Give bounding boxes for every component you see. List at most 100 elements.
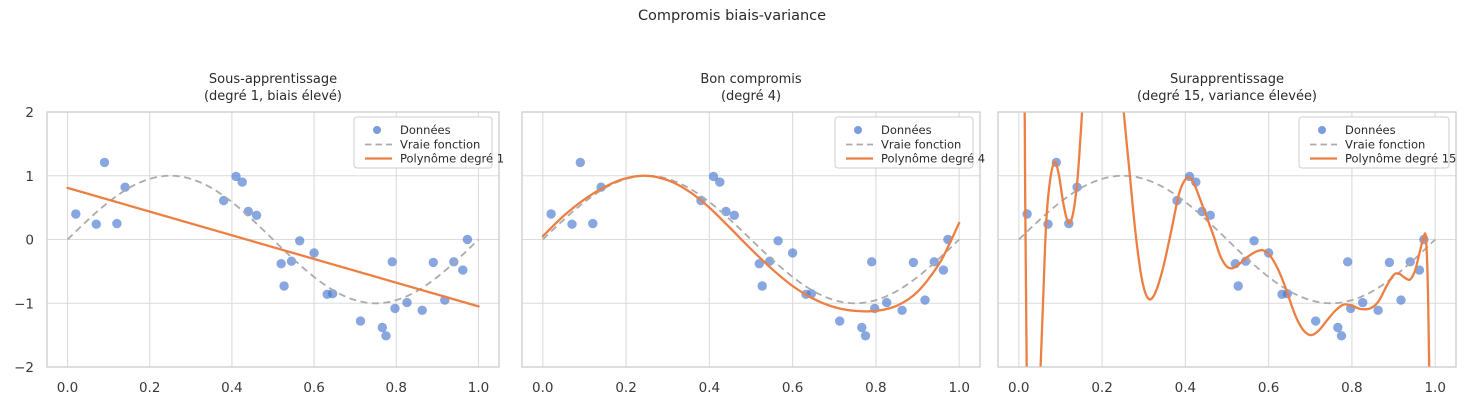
data-point <box>1343 257 1353 267</box>
data-point <box>377 322 387 333</box>
data-point <box>1311 316 1321 326</box>
x-tick-label: 0.2 <box>615 380 636 396</box>
true-function-curve <box>66 174 480 305</box>
data-point <box>112 218 122 229</box>
data-point <box>1336 331 1347 341</box>
subplot-title-line1: Bon compromis <box>700 72 802 87</box>
data-point <box>71 209 81 219</box>
legend-box <box>834 116 974 169</box>
data-point <box>1333 322 1343 333</box>
axes-spines <box>521 111 981 368</box>
x-tick-label: 1.0 <box>1424 380 1445 396</box>
data-point <box>920 295 930 305</box>
data-point <box>708 171 719 182</box>
data-point <box>91 219 102 229</box>
data-point <box>428 257 438 268</box>
data-point <box>458 265 468 275</box>
y-tick-label: 1 <box>25 169 34 185</box>
data-point <box>1249 236 1259 246</box>
legend-label: Vraie fonction <box>881 138 961 152</box>
data-point <box>295 236 305 246</box>
legend-marker-data <box>373 126 381 134</box>
data-point <box>1022 209 1032 219</box>
legend-marker-data <box>854 126 862 134</box>
legend-label: Données <box>400 123 451 137</box>
x-tick-label: 0.6 <box>303 380 324 396</box>
x-tick-label: 0.2 <box>1091 380 1112 396</box>
data-point <box>1233 281 1243 291</box>
x-tick-label: 0.6 <box>782 380 803 396</box>
x-tick-label: 1.0 <box>948 380 969 396</box>
x-tick-label: 0.6 <box>1258 380 1279 396</box>
data-point <box>857 322 867 333</box>
x-tick-label: 0.4 <box>221 380 242 396</box>
legend-label: Polynôme degré 1 <box>400 152 504 166</box>
legend-label: Vraie fonction <box>400 138 480 152</box>
data-point <box>251 210 262 220</box>
data-point <box>882 297 892 308</box>
data-point <box>355 316 366 326</box>
data-point <box>835 316 845 326</box>
data-point <box>276 259 286 269</box>
data-point <box>721 206 731 217</box>
data-point <box>860 331 871 341</box>
data-point <box>381 331 391 341</box>
data-point <box>390 303 400 314</box>
y-tick-label: −2 <box>14 360 34 376</box>
data-point <box>120 182 130 192</box>
y-tick-label: −1 <box>14 296 34 312</box>
data-point <box>402 297 412 308</box>
x-tick-label: 0.8 <box>1341 380 1362 396</box>
legend-label: Polynôme degré 4 <box>881 152 985 166</box>
polynomial-fit-curve <box>66 186 480 308</box>
data-point <box>546 209 556 219</box>
x-tick-label: 0.0 <box>532 380 553 396</box>
data-point <box>588 218 598 229</box>
data-point <box>773 236 783 246</box>
subplot-title-underfitting: Sous-apprentissage (degré 1, biais élevé… <box>103 71 443 105</box>
data-point <box>567 219 577 229</box>
subplot-title-good-fit: Bon compromis (degré 4) <box>581 71 921 105</box>
data-point <box>754 259 764 269</box>
data-point <box>309 248 319 258</box>
legend-label: Vraie fonction <box>1345 138 1425 152</box>
data-point <box>387 257 397 267</box>
data-point <box>1384 257 1395 268</box>
subplot-title-line2: (degré 1, biais élevé) <box>203 89 343 104</box>
scatter-points <box>71 157 473 341</box>
polynomial-fit-curve <box>1023 112 1431 367</box>
data-point <box>715 177 725 187</box>
data-point <box>908 257 919 268</box>
data-point <box>1043 219 1053 229</box>
subplot-title-overfitting: Surapprentissage (degré 15, variance éle… <box>1057 71 1397 105</box>
subplot-title-line2: (degré 4) <box>720 89 782 104</box>
data-point <box>787 248 798 258</box>
x-tick-label: 0.8 <box>386 380 407 396</box>
axes-spines <box>46 111 500 368</box>
data-point <box>231 171 241 182</box>
x-axis: 0.0 0.2 0.4 0.6 0.8 1.0 <box>1008 380 1446 396</box>
x-tick-label: 1.0 <box>468 380 489 396</box>
axes-spines <box>997 111 1457 368</box>
data-point <box>729 210 739 220</box>
x-tick-label: 0.0 <box>1008 380 1029 396</box>
y-tick-label: 0 <box>25 233 34 249</box>
data-point <box>279 281 289 291</box>
polynomial-fit-curve <box>541 174 961 313</box>
legend-box <box>1298 116 1450 169</box>
x-tick-label: 0.4 <box>699 380 720 396</box>
subplot-title-line1: Sous-apprentissage <box>208 72 338 87</box>
data-point <box>757 281 767 291</box>
x-tick-label: 0.8 <box>865 380 886 396</box>
legend-label: Polynôme degré 15 <box>1345 152 1456 166</box>
x-axis: 0.0 0.2 0.4 0.6 0.8 1.0 <box>57 380 489 396</box>
legend-box <box>353 116 493 169</box>
data-point <box>1358 297 1368 308</box>
